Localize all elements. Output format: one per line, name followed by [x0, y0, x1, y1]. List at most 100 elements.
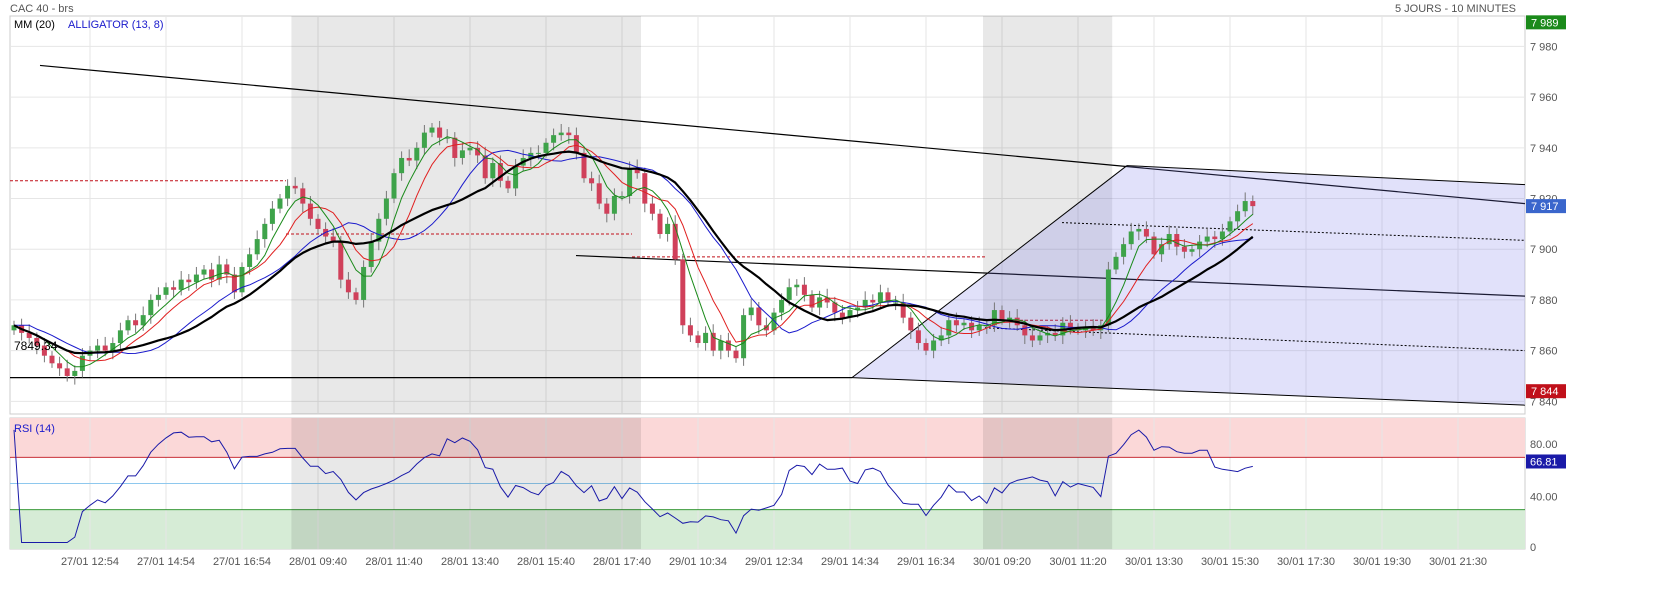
candle-body — [110, 343, 116, 351]
candle-body — [627, 168, 633, 196]
candle — [566, 127, 572, 144]
candle — [915, 322, 921, 350]
candle-body — [710, 332, 716, 351]
candle-body — [429, 127, 435, 133]
candle-body — [459, 150, 465, 158]
candle — [885, 287, 891, 308]
candle-body — [794, 284, 800, 288]
candle-body — [855, 307, 861, 311]
candle-body — [915, 330, 921, 344]
candle-body — [490, 163, 496, 179]
candle — [277, 193, 283, 214]
candle — [741, 308, 747, 366]
candle-body — [741, 315, 747, 359]
candle-body — [893, 302, 899, 304]
candle-body — [1227, 221, 1233, 232]
rsi-line — [13, 429, 1253, 543]
candle — [26, 324, 32, 344]
candle-body — [79, 355, 85, 371]
candle-body — [193, 274, 199, 283]
candle-body — [1067, 322, 1073, 328]
candle-body — [178, 279, 184, 290]
candle-body — [269, 208, 275, 224]
candle-body — [1242, 201, 1248, 212]
rsi-panel — [13, 429, 1253, 543]
candle — [589, 171, 595, 191]
chart-title: CAC 40 - brs — [10, 3, 74, 15]
candle-body — [779, 299, 785, 313]
candle — [1227, 216, 1233, 237]
candle-body — [133, 320, 139, 326]
candle-body — [931, 340, 937, 351]
candle — [870, 294, 876, 312]
rsi-tick-label: 40.00 — [1530, 492, 1558, 504]
candle-body — [34, 337, 40, 346]
rsi-oversold-zone — [10, 509, 1525, 549]
candle-body — [604, 203, 610, 214]
x-tick-label: 30/01 17:30 — [1277, 556, 1335, 568]
candle-body — [399, 157, 405, 174]
candle — [383, 190, 389, 226]
candle-body — [581, 152, 587, 179]
candle-body — [209, 269, 215, 280]
candle-body — [870, 299, 876, 303]
candle-body — [345, 279, 351, 293]
candle-body — [1204, 236, 1210, 242]
candle-body — [414, 147, 420, 161]
candle-body — [125, 320, 131, 331]
candle — [110, 337, 116, 360]
candle — [171, 280, 177, 298]
candle-body — [680, 259, 686, 326]
candle — [1219, 223, 1225, 246]
legend-alligator: ALLIGATOR (13, 8) — [68, 19, 164, 31]
candle — [718, 334, 724, 360]
candle-body — [353, 292, 359, 300]
candle — [376, 213, 382, 251]
candle-body — [946, 320, 952, 336]
candle-body — [832, 302, 838, 313]
rsi-marker-label: 66.81 — [1530, 456, 1558, 468]
candle-body — [247, 254, 253, 267]
x-tick-label: 30/01 13:30 — [1125, 556, 1183, 568]
candle-body — [543, 142, 549, 153]
candle-body — [573, 135, 579, 153]
candle-body — [513, 165, 519, 189]
candle-body — [155, 294, 161, 300]
candle — [832, 296, 838, 322]
candle — [178, 271, 184, 296]
candle-body — [102, 345, 108, 351]
x-tick-label: 27/01 12:54 — [61, 556, 119, 568]
downtrend-line — [39, 64, 1526, 205]
candle-body — [1219, 231, 1225, 240]
fan-top-line — [1126, 165, 1526, 186]
candle-body — [839, 312, 845, 318]
session-shading — [291, 16, 1113, 549]
candle — [551, 128, 557, 151]
candle — [186, 274, 192, 291]
candle-body — [999, 310, 1005, 321]
x-tick-label: 30/01 21:30 — [1429, 556, 1487, 568]
candle — [573, 127, 579, 160]
candle — [893, 295, 899, 311]
projection-fan-fill — [852, 165, 1525, 406]
candle-body — [444, 137, 450, 139]
candle — [1029, 327, 1035, 348]
candle-body — [467, 147, 473, 151]
alligator-jaw-line — [14, 149, 1253, 354]
x-tick-label: 28/01 11:40 — [365, 556, 422, 568]
candle — [703, 326, 709, 351]
candle — [315, 214, 321, 234]
candle-body — [216, 264, 222, 280]
candle-body — [1181, 246, 1187, 252]
candle — [11, 320, 17, 335]
candle — [877, 284, 883, 310]
x-tick-label: 28/01 09:40 — [289, 556, 347, 568]
candle — [1250, 195, 1256, 215]
x-tick-label: 30/01 11:20 — [1049, 556, 1106, 568]
candle — [497, 155, 503, 188]
candle-body — [976, 325, 982, 331]
candle — [611, 188, 617, 221]
candle-body — [376, 218, 382, 242]
candle — [285, 179, 291, 207]
x-tick-label: 27/01 16:54 — [213, 556, 271, 568]
